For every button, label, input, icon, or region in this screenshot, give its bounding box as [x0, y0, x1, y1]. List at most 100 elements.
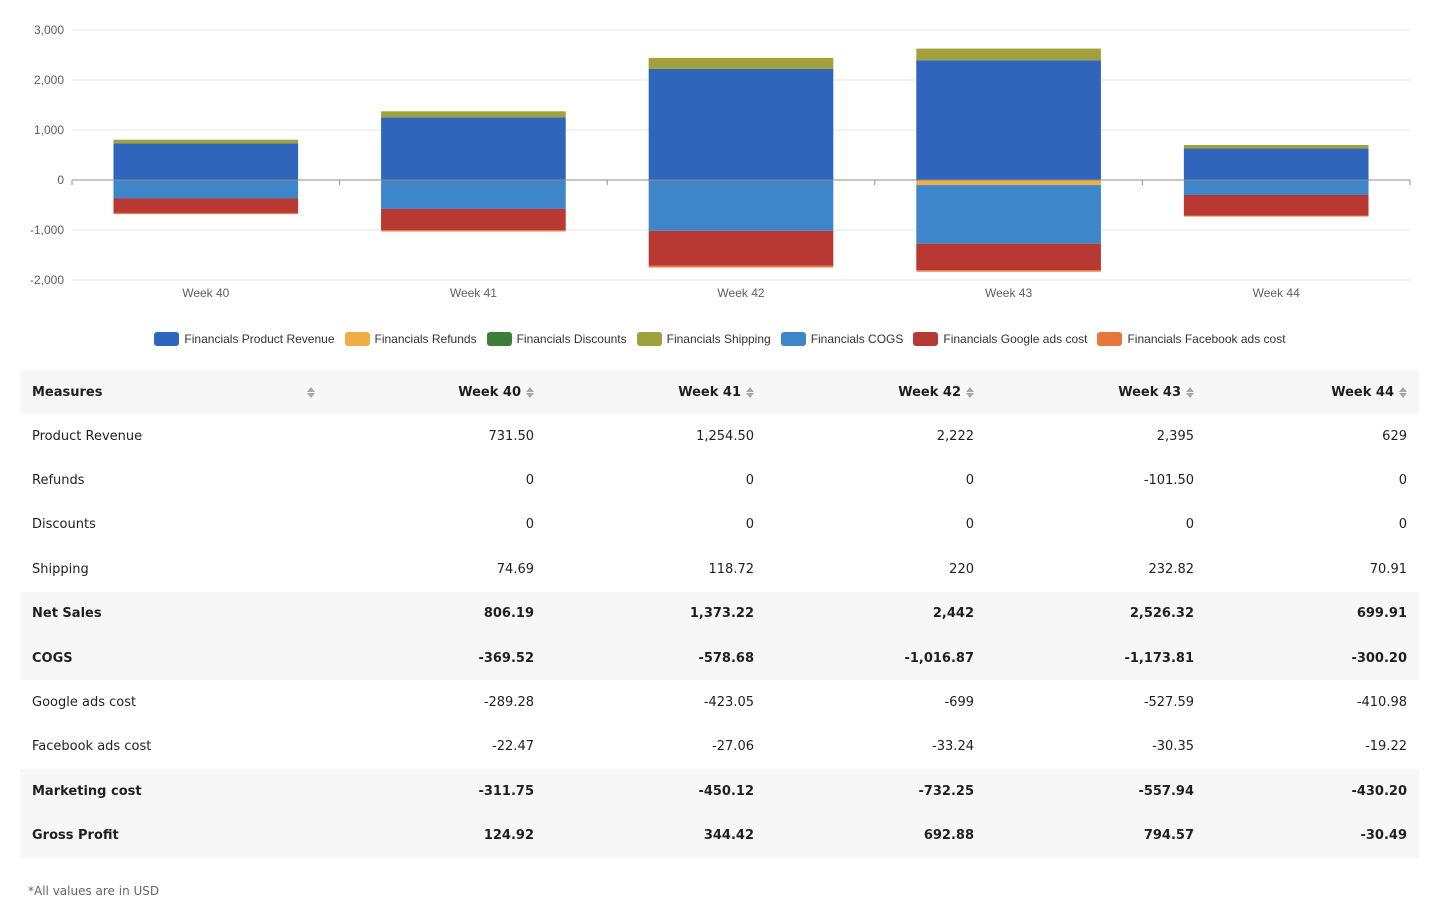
- column-header-label: Week 43: [1118, 384, 1181, 400]
- table-cell: -311.75: [327, 769, 546, 814]
- column-header-measures[interactable]: Measures: [20, 370, 327, 414]
- bar-segment: [916, 243, 1101, 271]
- legend-swatch: [486, 332, 512, 346]
- y-tick-label: 0: [57, 173, 64, 187]
- bar-segment: [1183, 195, 1369, 216]
- bar-segment: [113, 139, 299, 144]
- y-tick-label: -1,000: [30, 223, 64, 237]
- table-cell: -33.24: [932, 739, 974, 755]
- column-header-label: Week 41: [678, 384, 741, 400]
- table-cell: -22.47: [492, 739, 534, 755]
- table-cell: 1,373.22: [546, 591, 766, 636]
- legend-item[interactable]: Financials Product Revenue: [154, 332, 335, 346]
- table-cell: -1,016.87: [766, 635, 986, 681]
- column-header-label: Week 44: [1331, 384, 1394, 400]
- table-cell: 0: [1185, 517, 1194, 533]
- legend-item[interactable]: Financials Discounts: [486, 332, 627, 346]
- column-header[interactable]: Week 44: [1206, 370, 1419, 414]
- table-cell: -27.06: [712, 739, 754, 755]
- stacked-bar-chart: 3,000 2,000 1,000 0 -1,000 -2,000 Week 40 Week …: [0, 0, 1440, 365]
- table-cell: 0: [745, 517, 754, 533]
- bar-segment: [1183, 148, 1369, 180]
- table-cell: 806.19: [327, 591, 546, 636]
- table-cell: -300.20: [1206, 635, 1419, 681]
- legend-label: Financials Product Revenue: [184, 332, 335, 346]
- bar-segment: [916, 185, 1101, 244]
- bar-segment: [648, 180, 834, 231]
- table-cell: -30.49: [1206, 813, 1419, 858]
- sort-icon[interactable]: [526, 386, 534, 398]
- sort-icon[interactable]: [746, 386, 754, 398]
- legend-item[interactable]: Financials COGS: [780, 332, 904, 346]
- bar-segment: [916, 60, 1101, 180]
- bar-segment: [1183, 180, 1369, 196]
- column-header[interactable]: Week 43: [986, 370, 1206, 414]
- sort-icon[interactable]: [966, 386, 974, 398]
- bar-segment: [381, 111, 566, 118]
- table-cell: -557.94: [986, 769, 1206, 814]
- x-tick-label: Week 41: [450, 286, 497, 300]
- bar-segment: [648, 265, 834, 268]
- row-label: Google ads cost: [32, 695, 137, 711]
- y-tick-label: -2,000: [30, 273, 64, 287]
- legend-label: Financials Refunds: [374, 332, 477, 346]
- table-header-row: Measures Week 40 Week 41 Week 42 Week 43 Wee…: [20, 370, 1419, 414]
- table-cell: 0: [525, 473, 534, 489]
- table-cell: -430.20: [1206, 769, 1419, 814]
- table-row: Product Revenue 731.50 1,254.50 2,222 2,395 6…: [20, 414, 1419, 458]
- legend-swatch: [154, 332, 180, 346]
- y-tick-label: 1,000: [34, 123, 64, 137]
- table-row: Marketing cost -311.75 -450.12 -732.25 -557.…: [20, 769, 1419, 814]
- row-label: Net Sales: [20, 591, 327, 636]
- table-cell: -423.05: [703, 695, 754, 711]
- legend-label: Financials Google ads cost: [943, 332, 1088, 346]
- legend-item[interactable]: Financials Refunds: [344, 332, 477, 346]
- x-tick-label: Week 43: [985, 286, 1032, 300]
- table-cell: -30.35: [1152, 739, 1194, 755]
- bar-segment: [916, 48, 1101, 61]
- column-header[interactable]: Week 42: [766, 370, 986, 414]
- table-cell: 2,395: [1156, 428, 1194, 444]
- table-cell: 629: [1382, 428, 1407, 444]
- table-cell: 220: [949, 561, 974, 577]
- legend-item[interactable]: Financials Facebook ads cost: [1097, 332, 1286, 346]
- bar-segment: [381, 208, 566, 231]
- legend-label: Financials Shipping: [666, 332, 771, 346]
- legend-item[interactable]: Financials Shipping: [636, 332, 771, 346]
- bar-segment: [381, 230, 566, 232]
- table-row: COGS -369.52 -578.68 -1,016.87 -1,173.81 -300…: [20, 635, 1419, 681]
- table-cell: 2,222: [936, 428, 974, 444]
- table-cell: 699.91: [1206, 591, 1419, 636]
- table-cell: 692.88: [766, 813, 986, 858]
- legend-swatch: [636, 332, 662, 346]
- column-header[interactable]: Week 41: [546, 370, 766, 414]
- row-label: Facebook ads cost: [32, 739, 152, 755]
- table-row: Facebook ads cost -22.47 -27.06 -33.24 -30.3…: [20, 725, 1419, 769]
- table-cell: 124.92: [327, 813, 546, 858]
- sort-icon[interactable]: [1186, 386, 1194, 398]
- table-cell: 232.82: [1148, 561, 1195, 577]
- chart-legend: Financials Product Revenue Financials Ref…: [0, 332, 1440, 346]
- sort-icon[interactable]: [307, 386, 315, 398]
- row-label: Discounts: [32, 517, 96, 533]
- legend-swatch: [780, 332, 806, 346]
- legend-swatch: [913, 332, 939, 346]
- sort-icon[interactable]: [1399, 386, 1407, 398]
- row-label: Marketing cost: [20, 769, 327, 814]
- measures-table: Measures Week 40 Week 41 Week 42 Week 43 Wee…: [20, 370, 1419, 858]
- bar-segment: [113, 212, 299, 215]
- column-header-label: Week 40: [458, 384, 521, 400]
- column-header[interactable]: Week 40: [327, 370, 546, 414]
- legend-label: Financials COGS: [810, 332, 904, 346]
- table-row: Net Sales 806.19 1,373.22 2,442 2,526.32 699.…: [20, 591, 1419, 636]
- legend-swatch: [1097, 332, 1123, 346]
- bar-segment: [916, 270, 1101, 272]
- table-cell: 0: [525, 517, 534, 533]
- bar-segment: [381, 180, 566, 209]
- bar-segment: [381, 117, 566, 180]
- bar-segment: [1183, 215, 1369, 217]
- table-cell: 0: [1398, 517, 1407, 533]
- legend-item[interactable]: Financials Google ads cost: [913, 332, 1087, 346]
- table-cell: -101.50: [1143, 473, 1194, 489]
- legend-label: Financials Facebook ads cost: [1127, 332, 1286, 346]
